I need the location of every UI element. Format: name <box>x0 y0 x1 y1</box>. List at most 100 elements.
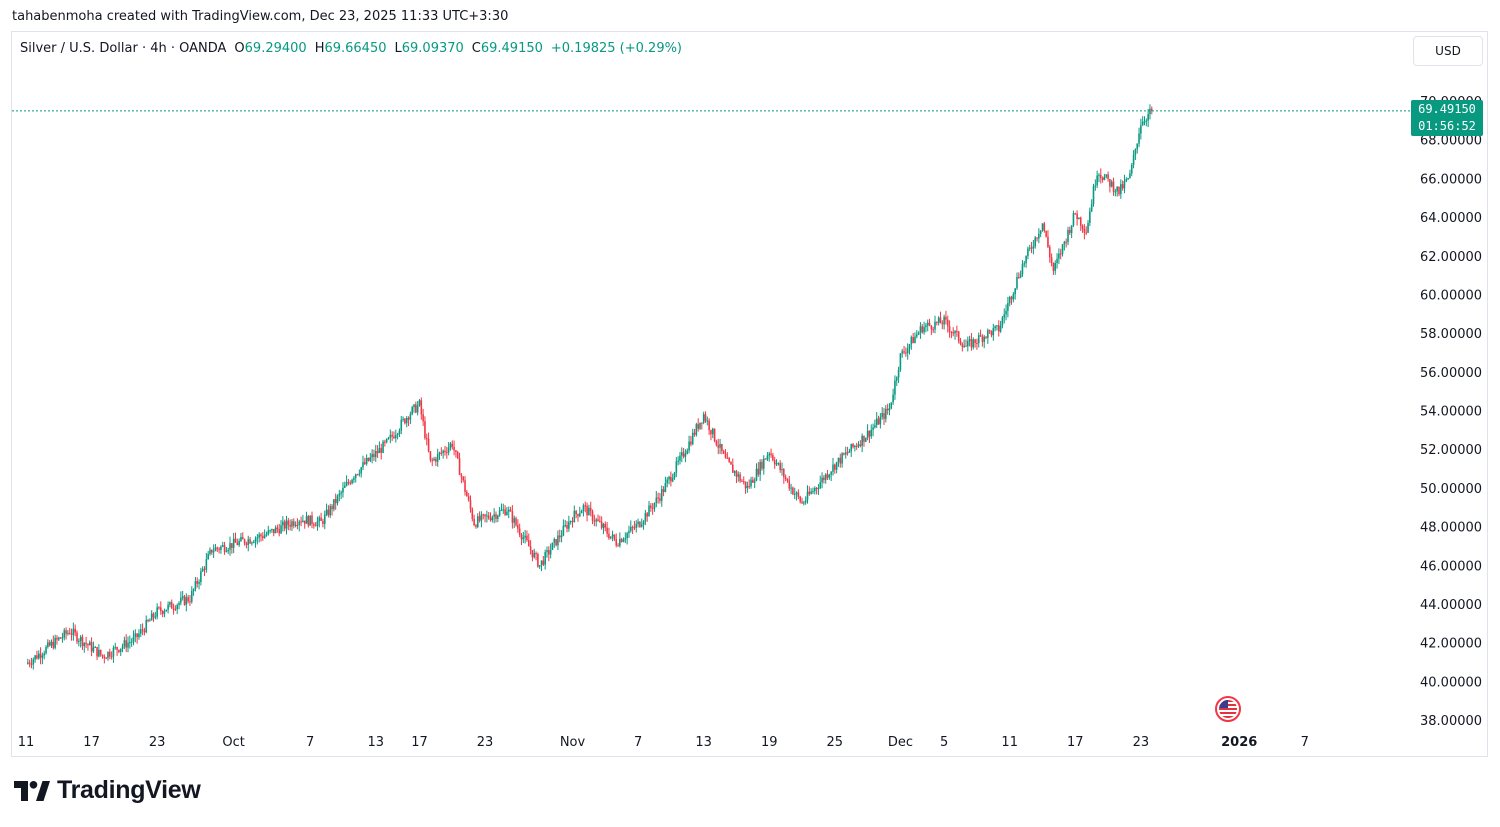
candle-body <box>420 400 423 415</box>
us-flag-icon[interactable] <box>1215 696 1241 722</box>
candle-body <box>1036 237 1038 239</box>
candle <box>123 636 126 650</box>
candle <box>433 456 435 462</box>
candle <box>90 637 93 657</box>
candle-body <box>1043 223 1046 231</box>
symbol-name[interactable]: Silver / U.S. Dollar · 4h · OANDA <box>20 41 227 56</box>
candle-body <box>766 455 769 460</box>
candle <box>1018 272 1020 279</box>
candle-body <box>347 482 350 484</box>
candle <box>473 514 475 527</box>
candle <box>965 339 967 347</box>
candle-body <box>901 351 904 354</box>
candle <box>813 486 816 495</box>
candle <box>578 506 581 518</box>
candle-body <box>864 438 867 442</box>
candle <box>675 457 678 477</box>
candle <box>742 476 745 485</box>
candle-body <box>1072 213 1075 226</box>
candle <box>138 629 140 640</box>
candle <box>1120 179 1122 199</box>
candle <box>533 548 536 559</box>
candle <box>438 451 441 460</box>
candle-body <box>688 441 690 451</box>
candle <box>768 451 771 462</box>
candle <box>365 454 368 466</box>
candle-body <box>167 604 169 610</box>
candle <box>307 514 310 528</box>
candle-body <box>686 450 689 454</box>
candle-body <box>449 443 452 448</box>
x-tick-label: 2026 <box>1221 735 1257 750</box>
candle <box>746 481 749 493</box>
candle <box>87 643 89 651</box>
candle <box>737 471 740 482</box>
candle <box>713 428 716 443</box>
candle-body <box>855 445 858 447</box>
candle-body <box>1092 186 1095 205</box>
candle-body <box>389 434 392 438</box>
candle-body <box>240 537 242 541</box>
candle <box>127 636 129 653</box>
candle-body <box>983 336 985 342</box>
candle <box>653 502 656 512</box>
candle <box>719 438 721 454</box>
candle-body <box>229 543 231 550</box>
candle <box>1125 177 1128 183</box>
candle <box>974 338 976 348</box>
candle-body <box>376 451 379 454</box>
x-tick-label: 23 <box>149 735 166 750</box>
candle-body <box>108 651 111 657</box>
candle <box>815 486 818 495</box>
candle <box>394 429 397 443</box>
candle <box>1096 170 1098 189</box>
candle <box>43 650 46 660</box>
candle <box>382 439 384 454</box>
tradingview-logo[interactable]: TradingView <box>14 776 201 805</box>
candle <box>906 343 909 360</box>
candle-body <box>622 539 625 542</box>
candle <box>1021 260 1024 277</box>
candle <box>236 538 239 546</box>
candle-body <box>110 656 113 658</box>
candle-body <box>970 339 973 348</box>
candle <box>648 501 650 517</box>
candle-body <box>99 649 102 655</box>
candle-body <box>945 316 947 320</box>
candle-body <box>584 505 587 507</box>
candle <box>216 546 219 552</box>
candle-body <box>343 485 346 488</box>
candle-body <box>682 452 685 457</box>
candle-body <box>670 476 672 482</box>
candle-body <box>664 482 667 492</box>
candle-body <box>424 421 426 438</box>
candle <box>385 438 388 444</box>
candle <box>662 486 665 497</box>
candle-body <box>797 492 800 497</box>
candle <box>243 538 246 546</box>
candle-body <box>98 649 100 657</box>
candle <box>125 634 127 653</box>
candle-body <box>305 516 308 524</box>
candle <box>764 458 767 460</box>
candle <box>741 478 743 482</box>
candle-body <box>793 493 796 495</box>
candle <box>455 450 457 458</box>
candle-body <box>1065 241 1067 243</box>
low-label: L <box>394 41 402 56</box>
candle-body <box>1005 310 1007 315</box>
candle <box>970 333 973 351</box>
x-tick-label: 17 <box>1067 735 1084 750</box>
candle-body <box>181 596 184 598</box>
candle <box>1081 224 1084 233</box>
candle <box>136 633 138 644</box>
candle-body <box>1125 179 1128 181</box>
candle-body <box>385 438 388 443</box>
candle <box>147 618 149 623</box>
candle-body <box>684 453 687 457</box>
currency-button[interactable]: USD <box>1413 36 1483 66</box>
candle <box>679 451 681 465</box>
candle <box>176 603 178 615</box>
candle-body <box>520 534 523 540</box>
